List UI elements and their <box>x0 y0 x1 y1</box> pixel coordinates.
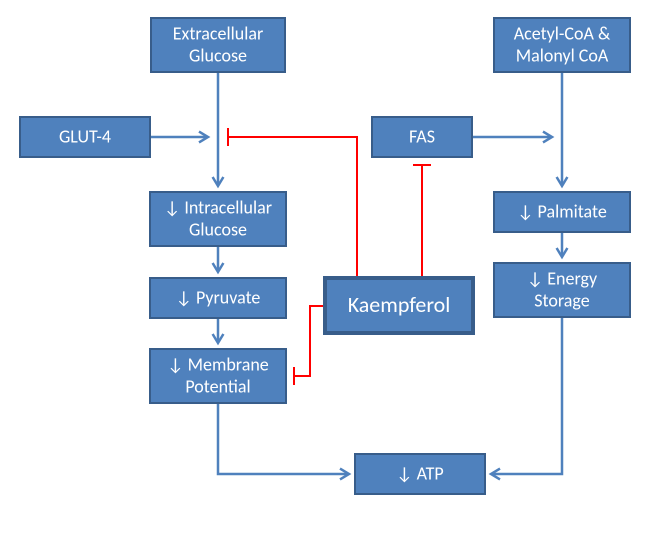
node-label-glut4: GLUT-4 <box>59 125 111 147</box>
node-label-fas: FAS <box>409 125 435 147</box>
node-label-membrane_potential-line2: Potential <box>185 375 250 397</box>
node-palmitate: ↓ Palmitate <box>494 192 630 232</box>
arrow-membrane_potential-to-atp <box>218 403 349 474</box>
node-membrane_potential: ↓ MembranePotential <box>150 349 286 403</box>
node-label-energy_storage-line2: Storage <box>534 289 589 311</box>
node-atp: ↓ ATP <box>355 454 485 494</box>
node-label-acetyl_malonyl-line1: Acetyl-CoA & <box>514 22 611 44</box>
node-label-pyruvate: ↓ Pyruvate <box>176 286 261 308</box>
node-label-palmitate: ↓ Palmitate <box>517 200 607 222</box>
nodes: ExtracellularGlucoseGLUT-4↓ Intracellula… <box>20 18 630 494</box>
node-glut4: GLUT-4 <box>20 117 150 157</box>
node-label-membrane_potential-line1: ↓ Membrane <box>167 353 269 375</box>
node-kaempferol: Kaempferol <box>325 278 473 333</box>
node-label-acetyl_malonyl-line2: Malonyl CoA <box>516 44 609 66</box>
node-label-energy_storage-line1: ↓ Energy <box>527 267 598 289</box>
node-label-intracellular_glucose-line1: ↓ Intracellular <box>164 196 272 218</box>
node-acetyl_malonyl: Acetyl-CoA &Malonyl CoA <box>494 18 630 72</box>
node-fas: FAS <box>372 117 472 157</box>
node-pyruvate: ↓ Pyruvate <box>150 278 286 318</box>
node-label-kaempferol: Kaempferol <box>348 291 451 318</box>
node-intracellular_glucose: ↓ IntracellularGlucose <box>150 192 286 246</box>
node-label-atp: ↓ ATP <box>396 462 443 484</box>
arrow-energy_storage-to-atp <box>491 317 562 474</box>
inhibition-kaempferol-to-membrane_potential <box>294 306 325 376</box>
node-energy_storage: ↓ EnergyStorage <box>494 263 630 317</box>
node-label-extracellular_glucose-line2: Glucose <box>189 44 247 66</box>
node-extracellular_glucose: ExtracellularGlucose <box>151 18 285 72</box>
node-label-intracellular_glucose-line2: Glucose <box>189 218 247 240</box>
node-label-extracellular_glucose-line1: Extracellular <box>173 22 264 44</box>
